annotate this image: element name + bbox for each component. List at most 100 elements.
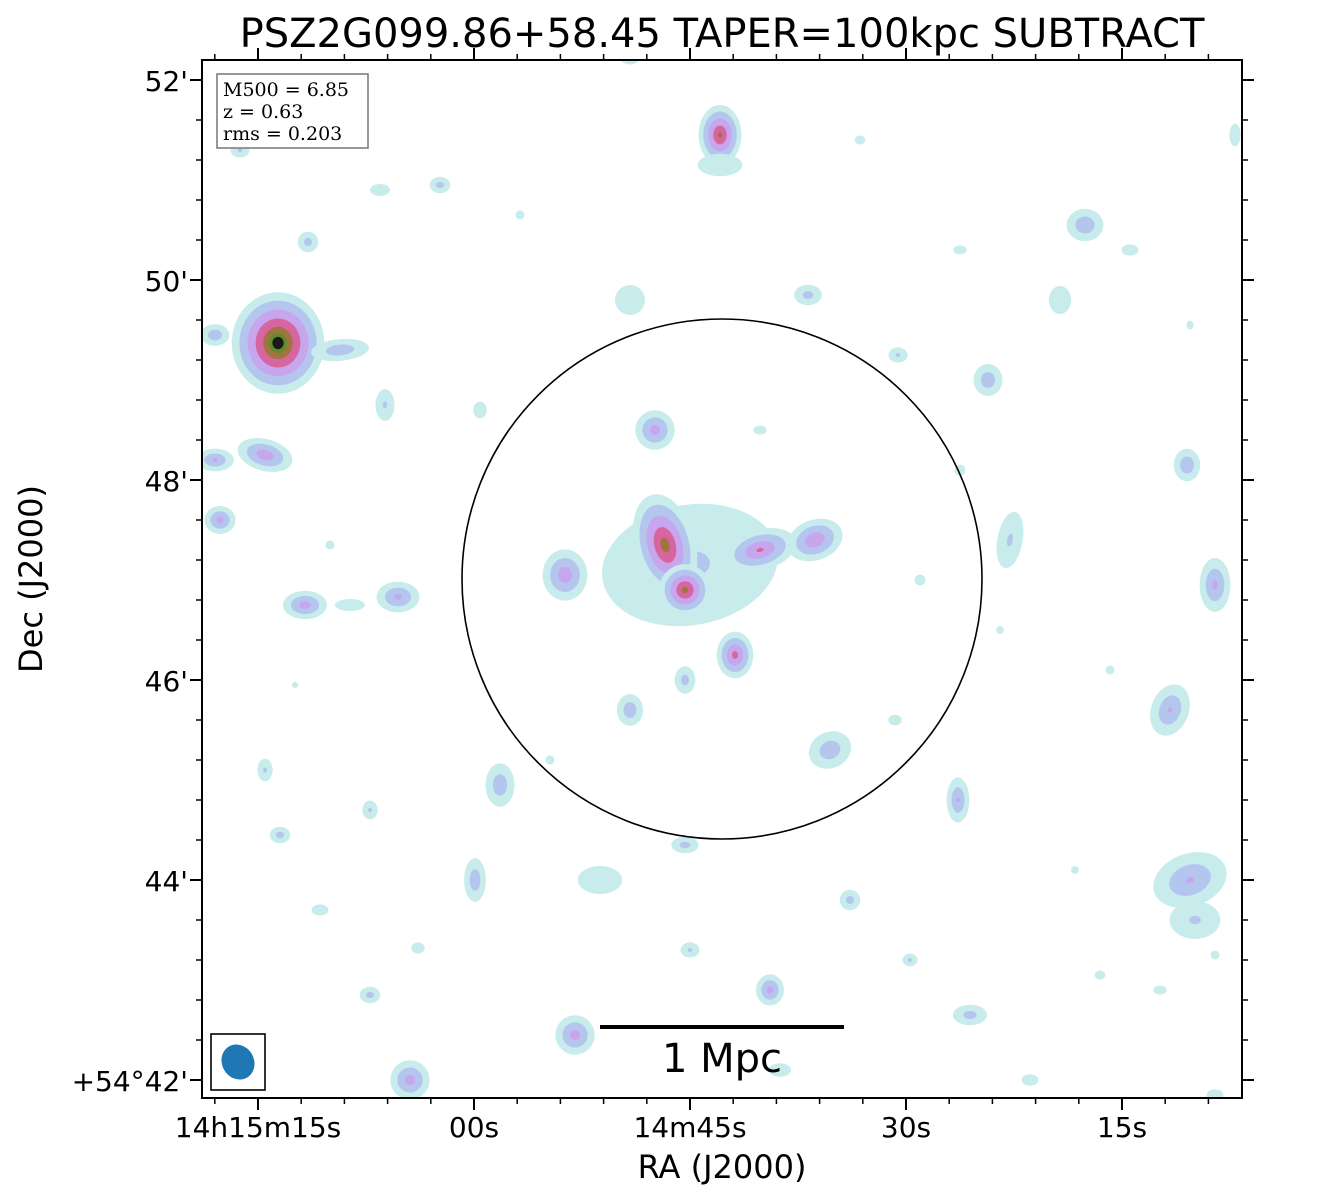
- emission-blob: [1186, 320, 1194, 330]
- emission-blob: [768, 1063, 792, 1077]
- emission-blob: [325, 540, 335, 550]
- emission-contour: [1180, 456, 1194, 474]
- redshift-label: z = 0.63: [223, 101, 303, 123]
- emission-blob: [854, 135, 866, 145]
- emission-contour: [980, 372, 996, 388]
- emission-contour: [299, 601, 311, 609]
- emission-contour: [569, 1029, 581, 1041]
- emission-blob: [390, 1060, 430, 1098]
- emission-contour: [291, 681, 299, 689]
- emission-contour: [1167, 707, 1173, 713]
- emission-blob: [952, 1004, 988, 1026]
- emission-contour: [263, 767, 267, 773]
- emission-contour: [1206, 1089, 1224, 1098]
- emission-blob: [359, 986, 381, 1004]
- y-axis-label: Dec (J2000): [12, 485, 50, 673]
- emission-contour: [802, 291, 814, 299]
- emission-blob: [996, 626, 1004, 634]
- emission-contour: [1186, 876, 1194, 884]
- emission-blob: [753, 425, 767, 435]
- emission-contour: [515, 210, 525, 220]
- emission-blob: [202, 448, 234, 472]
- emission-blob: [1071, 866, 1079, 874]
- emission-blob: [1150, 684, 1190, 736]
- emission-blob: [473, 401, 487, 419]
- emission-blob: [1153, 985, 1167, 995]
- y-tick-labels: 52' 50' 48' 46' 44' +54°42': [72, 65, 188, 1098]
- emission-contour: [256, 449, 274, 461]
- emission-contour: [1210, 950, 1220, 960]
- emission-contour: [1186, 320, 1194, 330]
- emission-blob: [311, 904, 329, 916]
- x-axis-label: RA (J2000): [638, 1148, 807, 1186]
- emission-blob: [698, 104, 742, 166]
- emission-contour: [1121, 244, 1139, 256]
- emission-contour: [956, 797, 960, 803]
- emission-contour: [304, 238, 312, 246]
- emission-blob: [996, 511, 1024, 569]
- emission-blob: [375, 389, 395, 421]
- emission-contour: [212, 458, 218, 462]
- emission-contour: [681, 674, 689, 686]
- emission-contour: [272, 336, 284, 350]
- emission-contour: [681, 586, 689, 594]
- x-tick-label: 15s: [1097, 1111, 1147, 1144]
- emission-blob: [1229, 123, 1241, 147]
- emission-contour: [996, 626, 1004, 634]
- emission-blob: [577, 865, 623, 895]
- emission-contour: [854, 135, 866, 145]
- emission-blob: [1021, 1074, 1039, 1086]
- emission-contour: [334, 598, 366, 612]
- emission-contour: [753, 425, 767, 435]
- emission-contour: [325, 540, 335, 550]
- emission-blob: [839, 889, 861, 911]
- emission-contour: [1105, 665, 1115, 675]
- emission-blob: [1105, 665, 1115, 675]
- emission-contour: [216, 516, 224, 524]
- emission-contour: [436, 181, 444, 189]
- scale-bar: 1 Mpc: [600, 1025, 844, 1082]
- emission-blob: [202, 324, 230, 346]
- emission-blob: [953, 245, 967, 255]
- emission-contour: [276, 831, 284, 839]
- emission-blob: [888, 347, 908, 363]
- emission-blob: [888, 714, 902, 726]
- scale-bar-label: 1 Mpc: [662, 1036, 782, 1082]
- emission-contour: [819, 740, 841, 760]
- emission-blob: [362, 800, 378, 820]
- emission-contour: [469, 869, 481, 891]
- emission-blob: [697, 153, 743, 177]
- x-tick-label: 14h15m15s: [175, 1111, 342, 1144]
- emission-blob: [515, 210, 525, 220]
- emission-contour: [1094, 970, 1106, 980]
- emission-blob: [674, 666, 696, 694]
- emission-blob: [787, 518, 843, 562]
- emission-contour: [394, 594, 402, 600]
- emission-contour: [908, 958, 912, 962]
- beam-box: [210, 1033, 266, 1091]
- emission-contour: [660, 537, 670, 553]
- y-tick-label: +54°42': [72, 1065, 188, 1098]
- info-box-frame: [216, 73, 369, 149]
- emission-contour: [888, 714, 902, 726]
- emission-blob: [429, 176, 451, 194]
- emission-contour: [1071, 866, 1079, 874]
- emission-blob: [411, 942, 425, 954]
- emission-blob: [464, 858, 486, 902]
- emission-contour: [368, 807, 372, 813]
- y-tick-label: 46': [145, 665, 188, 698]
- emission-blob: [946, 777, 970, 823]
- rms-label: rms = 0.203: [223, 123, 342, 145]
- emission-blob: [716, 631, 754, 679]
- emission-blob: [1153, 852, 1227, 908]
- emission-blob: [1121, 244, 1139, 256]
- emission-contour: [404, 1074, 416, 1086]
- emission-contour: [717, 132, 723, 138]
- emission-contour: [614, 284, 646, 316]
- emission-contour: [895, 353, 901, 357]
- axis-ticks: [190, 48, 1254, 1110]
- emission-contour: [697, 153, 743, 177]
- emission-blob: [542, 549, 588, 601]
- emission-blob: [794, 284, 822, 306]
- emission-blob: [1199, 558, 1231, 612]
